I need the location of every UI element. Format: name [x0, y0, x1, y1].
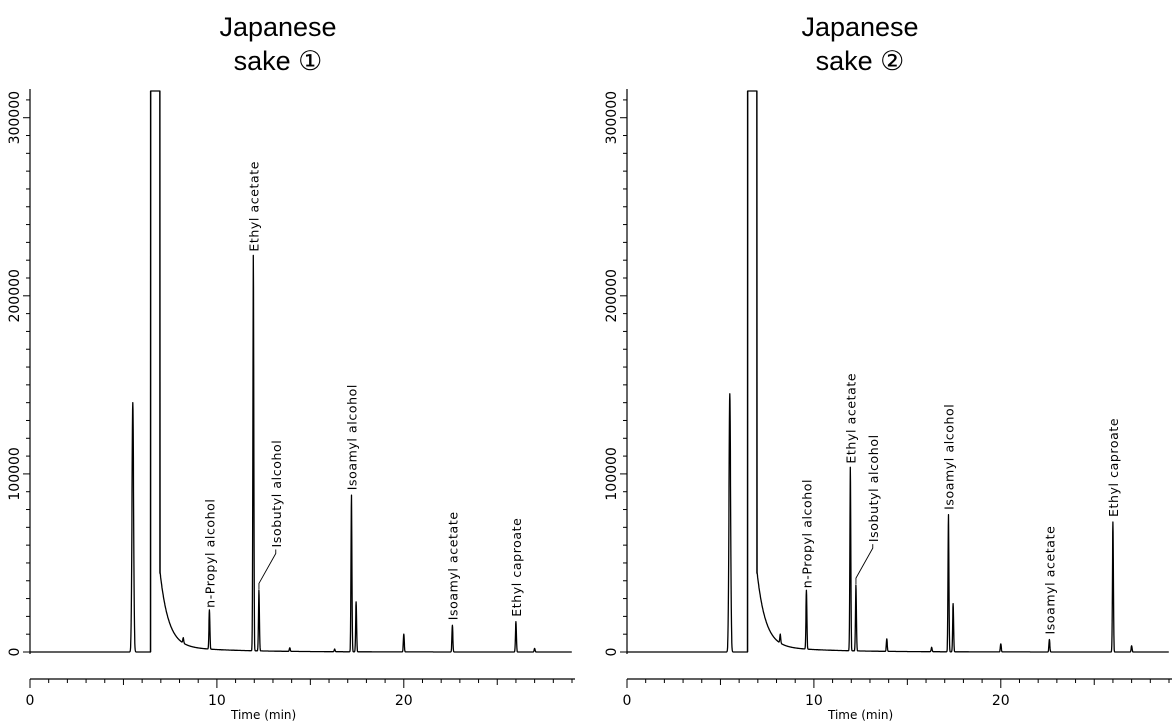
peak-label: Isobutyl alcohol — [866, 434, 881, 542]
x-tick-label: 0 — [26, 693, 35, 709]
peak-label: Isoamyl alcohol — [941, 404, 956, 510]
x-tick-label: 0 — [623, 693, 632, 709]
chart-panel-sake-1: Japanese sake ① 0 100000 200000 300000 0 10 20… — [0, 0, 576, 723]
chromatogram-chart: 0 100000 200000 300000 0 10 20 Time (min) n-Prop… — [604, 89, 1172, 722]
y-tick-label: 0 — [604, 648, 620, 657]
peak-label: Ethyl acetate — [843, 373, 858, 464]
x-tick-label: 20 — [395, 693, 413, 709]
chart-title: Japanese sake ① — [219, 12, 337, 76]
y-tick-label: 200000 — [7, 269, 23, 322]
peak-leader-line — [855, 544, 874, 585]
peak-label: Isoamyl acetate — [1042, 526, 1057, 635]
y-tick-label: 0 — [7, 648, 23, 657]
peak-label: Isoamyl alcohol — [344, 384, 359, 490]
peak-label: n-Propyl alcohol — [202, 498, 217, 607]
chart-title: Japanese sake ② — [801, 12, 919, 76]
y-tick-label: 100000 — [604, 447, 620, 500]
x-axis-title: Time (min) — [230, 708, 296, 722]
y-tick-label: 200000 — [604, 269, 620, 322]
chromatogram-trace — [626, 90, 1170, 653]
peak-label: n-Propyl alcohol — [799, 479, 814, 588]
y-tick-label: 300000 — [604, 91, 620, 144]
x-tick-label: 10 — [805, 693, 823, 709]
peak-leader-line — [258, 549, 277, 590]
peak-label: Ethyl caproate — [1106, 418, 1121, 517]
chart-panel-sake-2: Japanese sake ② 0 100000 200000 300000 0 10 20… — [597, 0, 1173, 723]
x-axis-title: Time (min) — [827, 708, 893, 722]
peak-label: Isobutyl alcohol — [269, 440, 284, 548]
peak-label: Ethyl acetate — [246, 161, 261, 252]
peak-label: Isoamyl acetate — [445, 511, 460, 620]
x-tick-label: 10 — [208, 693, 226, 709]
chromatogram-chart: 0 100000 200000 300000 0 10 20 Time (min) n-Prop… — [7, 89, 575, 722]
x-tick-label: 20 — [992, 693, 1010, 709]
y-tick-label: 300000 — [7, 91, 23, 144]
chromatogram-trace — [29, 90, 573, 653]
y-tick-label: 100000 — [7, 447, 23, 500]
peak-label: Ethyl caproate — [509, 518, 524, 617]
